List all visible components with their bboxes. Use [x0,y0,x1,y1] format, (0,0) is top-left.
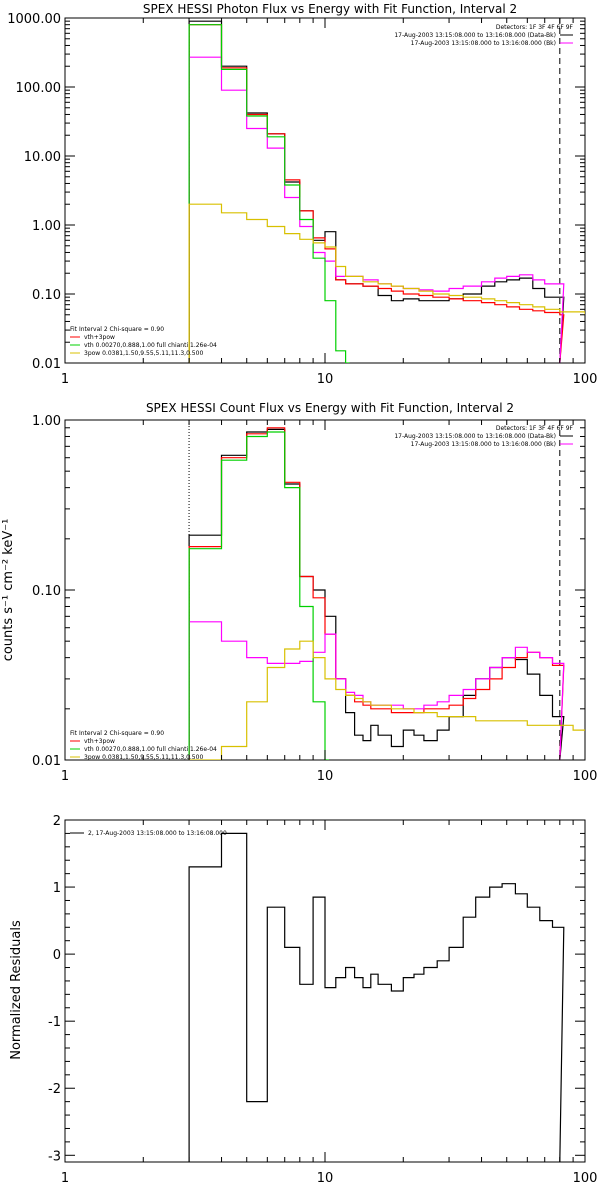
residuals-series-0 [188,832,565,1162]
residuals-x-tick-label: 1 [61,1171,69,1186]
count-flux-x-tick-label: 1 [61,769,69,784]
count-flux-ticks: 1 10 100 1.00 0.10 0.01 [32,414,597,784]
count-flux-y-tick-label: 0.10 [32,584,61,599]
count-flux-y-tick-label: 1.00 [32,414,61,429]
residuals-y-tick-label: 1 [53,881,61,896]
photon-flux-series-0 [188,20,565,363]
residuals-plot-frame [64,819,586,1163]
count-flux-legend-vth: vth 0.00270,0.888,1.00 full chianti 1.26… [84,746,217,753]
count-flux-ylabel: counts s⁻¹ cm⁻² keV⁻¹ [1,519,16,662]
count-flux-series-0 [188,428,565,760]
count-flux-detectors-text: Detectors: 1F 3F 4F 6F 9F [496,425,574,432]
photon-flux-series-4 [188,203,585,363]
photon-flux-series-1 [188,24,565,363]
photon-flux-legend-fit: Fit Interval 2 Chi-square = 0.90 [70,326,164,333]
photon-flux-legend-total: vth+3pow [84,334,115,341]
residuals-x-tick-label: 100 [573,1171,598,1186]
photon-flux-y-tick-label: 1.00 [32,219,61,234]
count-flux-y-tick-label: 0.01 [32,754,61,769]
photon-flux-marks [188,18,585,363]
count-flux-x-tick-label: 100 [573,769,598,784]
photon-flux-y-tick-label: 100.00 [16,81,62,96]
photon-flux-y-tick-label: 1000.00 [7,12,61,27]
photon-flux-legend-vth: vth 0.00270,0.888,1.00 full chianti 1.26… [84,342,217,349]
residuals-legend-text: 2, 17-Aug-2003 13:15:08.000 to 13:16:08.… [88,830,227,837]
count-flux-x-tick-label: 10 [317,769,334,784]
count-flux-legend-fit: Fit Interval 2 Chi-square = 0.90 [70,730,164,737]
photon-flux-legend: Fit Interval 2 Chi-square = 0.90 vth+3po… [70,326,217,357]
photon-flux-ticks: 1 10 100 1000.00 100.00 10.00 1.00 0.10 0.01 [7,12,597,387]
count-flux-title: SPEX HESSI Count Flux vs Energy with Fit… [146,401,514,415]
residuals-y-tick-label: 2 [53,814,61,829]
residuals-ylabel: Normalized Residuals [9,920,24,1060]
residuals-y-tick-label: -2 [48,1082,61,1097]
photon-flux-y-tick-label: 0.01 [32,357,61,372]
photon-flux-data-interval-text: 17-Aug-2003 13:15:08.000 to 13:16:08.000… [394,32,556,39]
count-flux-bk-interval-text: 17-Aug-2003 13:15:08.000 to 13:16:08.000… [411,441,556,448]
photon-flux-bk-interval-text: 17-Aug-2003 13:15:08.000 to 13:16:08.000… [411,40,556,47]
photon-flux-y-tick-label: 0.10 [32,288,61,303]
residuals-y-tick-label: -3 [48,1149,61,1164]
photon-flux-plot-frame [64,17,586,364]
count-flux-legend-3pow: 3pow 0.0381,1.50,9.55,5.11,11.3,0.500 [84,754,203,761]
photon-flux-legend-3pow: 3pow 0.0381,1.50,9.55,5.11,11.3,0.500 [84,350,203,357]
photon-flux-series-3 [188,24,350,363]
photon-flux-detectors-text: Detectors: 1F 3F 4F 6F 9F [496,24,574,31]
photon-flux-info-block: Detectors: 1F 3F 4F 6F 9F 17-Aug-2003 13… [394,24,573,47]
photon-flux-x-tick-label: 10 [317,372,334,387]
residuals-y-tick-label: 0 [53,948,61,963]
residuals-x-tick-label: 10 [317,1171,334,1186]
count-flux-panel: SPEX HESSI Count Flux vs Energy with Fit… [1,401,597,784]
photon-flux-x-tick-label: 1 [61,372,69,387]
photon-flux-panel: SPEX HESSI Photon Flux vs Energy with Fi… [7,2,597,387]
residuals-marks [188,832,565,1162]
count-flux-data-interval-text: 17-Aug-2003 13:15:08.000 to 13:16:08.000… [394,433,556,440]
count-flux-series-3 [188,431,329,760]
photon-flux-series-2 [188,56,565,363]
photon-flux-x-tick-label: 100 [573,372,598,387]
count-flux-legend-total: vth+3pow [84,738,115,745]
count-flux-legend: Fit Interval 2 Chi-square = 0.90 vth+3po… [70,730,217,761]
photon-flux-title: SPEX HESSI Photon Flux vs Energy with Fi… [143,2,517,16]
count-flux-marks [188,420,585,760]
photon-flux-y-tick-label: 10.00 [24,150,61,165]
count-flux-series-4 [189,640,585,760]
residuals-y-tick-label: -1 [48,1015,61,1030]
count-flux-series-1 [188,427,565,760]
count-flux-series-2 [188,621,565,760]
residuals-legend: 2, 17-Aug-2003 13:15:08.000 to 13:16:08.… [70,830,227,837]
count-flux-info-block: Detectors: 1F 3F 4F 6F 9F 17-Aug-2003 13… [394,425,573,448]
